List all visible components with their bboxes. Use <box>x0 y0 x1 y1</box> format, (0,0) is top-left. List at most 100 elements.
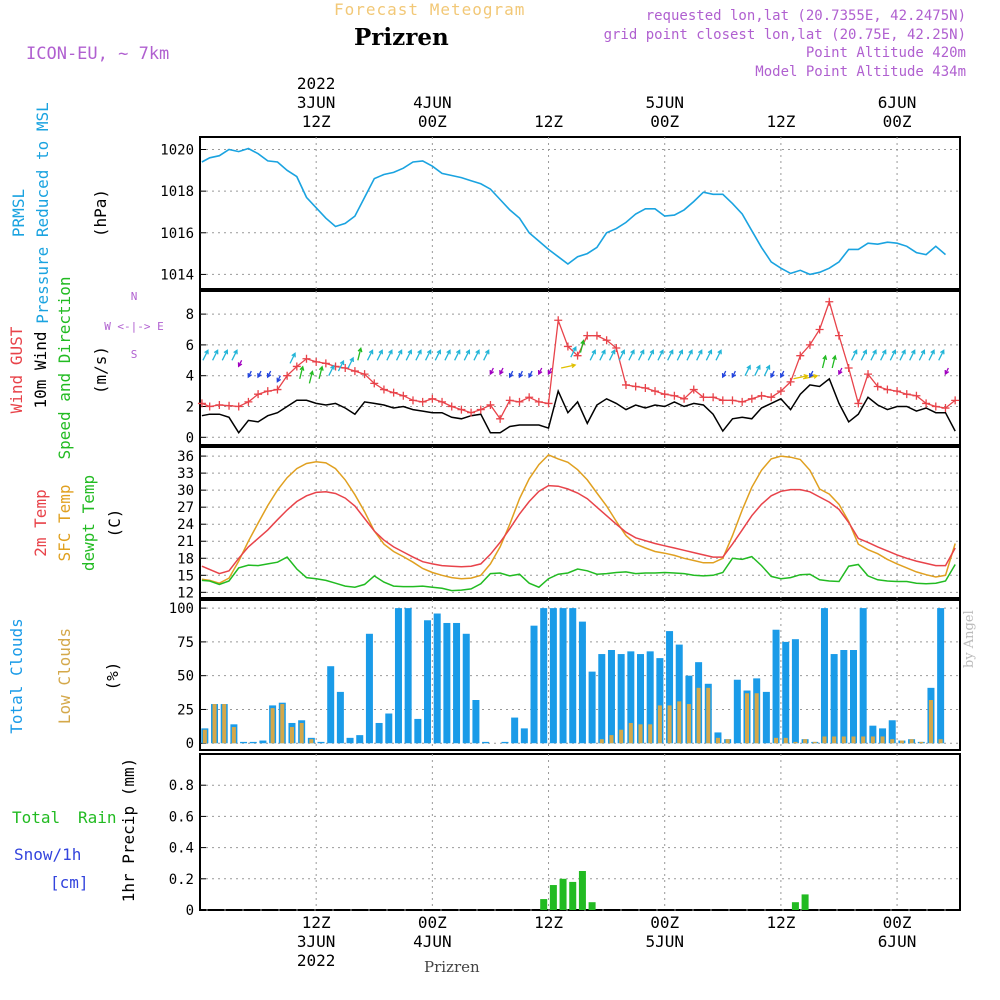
low-clouds-axis-label: Low Clouds <box>55 628 74 724</box>
wind-direction-arrow <box>237 360 243 368</box>
gust-marker <box>922 399 931 408</box>
gust-marker <box>631 382 640 391</box>
low-cloud-bar <box>822 736 827 744</box>
wind-direction-arrow <box>247 370 252 379</box>
total-cloud-bar <box>549 608 557 744</box>
low-cloud-bar <box>919 741 924 744</box>
total-cloud-bar <box>346 737 354 744</box>
wind-direction-arrow <box>821 354 828 369</box>
bottom-time-label: 3JUN <box>297 932 336 951</box>
low-cloud-bar <box>812 741 817 744</box>
top-time-label: 4JUN <box>413 93 452 112</box>
y-tick-label: 1014 <box>160 267 194 283</box>
low-cloud-bar <box>928 700 933 744</box>
wind-direction-arrow <box>899 349 906 361</box>
total-cloud-bar <box>385 713 393 744</box>
top-time-label: 6JUN <box>878 93 917 112</box>
wind-axis-label: 10m Wind <box>31 331 50 408</box>
gust-marker <box>496 414 505 423</box>
total-cloud-bar <box>598 654 606 744</box>
chart-title: Forecast Meteogram <box>334 0 526 19</box>
dewpoint-line <box>201 555 956 592</box>
wind-direction-arrow <box>518 370 524 379</box>
total-cloud-bar <box>830 654 838 744</box>
total-cloud-bar <box>666 631 674 744</box>
gust-marker <box>379 385 388 394</box>
panel-frame-pressure <box>199 136 961 290</box>
total-cloud-bar <box>559 608 567 744</box>
t2m-axis-label: 2m Temp <box>31 489 50 556</box>
total-cloud-bar <box>365 633 373 744</box>
y-tick-label: 30 <box>177 483 194 499</box>
wind-direction-arrow <box>289 352 296 364</box>
total-cloud-bar <box>327 666 335 744</box>
total-cloud-bar <box>820 608 828 744</box>
total-cloud-bar <box>414 718 422 744</box>
low-cloud-bar <box>803 739 808 744</box>
gust-marker <box>428 394 437 403</box>
top-time-label: 00Z <box>650 112 679 131</box>
total-cloud-bar <box>879 728 887 744</box>
rain-bar <box>559 878 567 910</box>
wind-direction-arrow <box>202 349 209 361</box>
gust-marker <box>689 385 698 394</box>
wind-direction-arrow <box>647 349 655 361</box>
gust-marker <box>389 388 398 397</box>
total-cloud-bar <box>840 650 848 744</box>
wind-direction-arrow <box>860 349 868 361</box>
wind-direction-arrow <box>589 349 596 361</box>
total-cloud-bar <box>249 741 257 744</box>
total-cloud-bar <box>772 629 780 744</box>
bottom-time-label: 00Z <box>883 913 912 932</box>
gust-marker <box>796 351 805 360</box>
gust-marker <box>767 393 776 402</box>
low-cloud-bar <box>832 736 837 744</box>
y-tick-label: 75 <box>177 635 194 651</box>
low-cloud-bar <box>212 704 217 744</box>
low-cloud-bar <box>890 739 895 744</box>
total-cloud-bar <box>540 608 548 744</box>
gust-marker <box>670 391 679 400</box>
total-cloud-bar <box>240 741 248 744</box>
wind-direction-arrow <box>928 349 935 361</box>
bottom-time-label: 4JUN <box>413 932 452 951</box>
total-cloud-bar <box>520 728 528 744</box>
wind-direction-arrow <box>705 349 713 361</box>
gust-marker <box>786 377 795 386</box>
gust-marker <box>592 331 601 340</box>
bottom-time-label: 00Z <box>418 913 447 932</box>
wind-direction-arrow <box>880 349 887 361</box>
gust-marker <box>312 357 321 366</box>
y-tick-label: 0 <box>186 430 194 446</box>
wind-direction-arrow <box>266 370 272 379</box>
top-time-label: 5JUN <box>645 93 684 112</box>
gust-marker <box>225 401 234 410</box>
y-tick-label: 0 <box>186 736 194 752</box>
wind-direction-arrow <box>221 349 229 361</box>
location-title: Prizren <box>354 24 449 51</box>
wind-direction-arrow <box>337 359 345 372</box>
total-cloud-bar <box>394 608 402 744</box>
y-tick-label: 24 <box>177 517 194 533</box>
wind-direction-arrow <box>508 370 514 379</box>
legend-snow: Snow/1h <box>14 845 81 864</box>
bottom-time-label: 12Z <box>302 913 331 932</box>
point-altitude: Point Altitude 420m <box>805 45 966 61</box>
pct-axis-label: (%) <box>103 662 122 691</box>
rain-bar <box>578 871 586 910</box>
wind-direction-arrow <box>809 370 814 379</box>
gust-marker <box>912 391 921 400</box>
wind-direction-arrow <box>667 349 674 361</box>
gust-marker <box>660 390 669 399</box>
gust-marker <box>844 364 853 372</box>
low-cloud-bar <box>870 736 875 744</box>
total-cloud-bar <box>888 720 896 744</box>
wind-direction-arrow <box>347 356 354 369</box>
low-cloud-bar <box>706 687 711 744</box>
gust-marker <box>467 408 476 417</box>
bottom-time-label: 5JUN <box>645 932 684 951</box>
y-tick-label: 0.4 <box>169 841 194 857</box>
legend-cm: [cm] <box>50 873 89 892</box>
wind-direction-arrow <box>560 363 577 369</box>
